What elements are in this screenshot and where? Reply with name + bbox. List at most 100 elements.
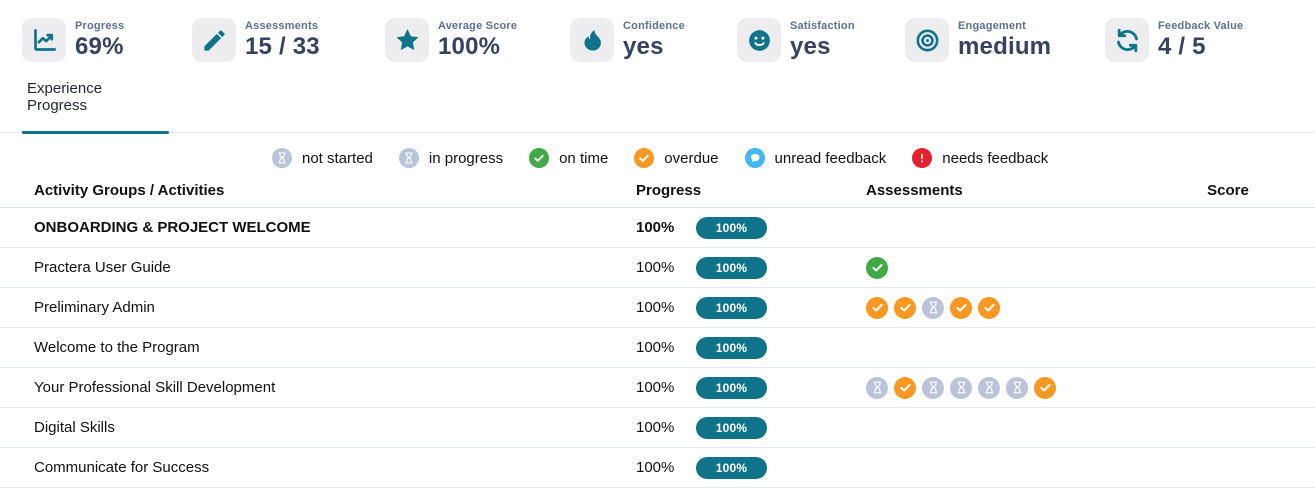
progress-badge: 100%: [696, 376, 767, 399]
stat-progress: Progress 69%: [22, 18, 192, 62]
progress-value: 100%: [636, 459, 675, 476]
activity-name: Welcome to the Program: [34, 339, 200, 356]
overdue-icon: [978, 296, 1000, 319]
stat-engagement: Engagement medium: [905, 18, 1105, 62]
tab-bar: Experience Progress: [0, 72, 1315, 134]
not-started-icon: [978, 376, 1000, 399]
stat-value: yes: [623, 32, 664, 60]
hourglass-icon: [272, 148, 292, 168]
stat-value: yes: [790, 32, 831, 60]
progress-value: 100%: [636, 339, 675, 356]
legend-label: unread feedback: [774, 149, 887, 167]
not-started-icon: [922, 376, 944, 399]
exclamation-icon: [912, 148, 933, 168]
stat-value: 100%: [438, 32, 501, 60]
check-icon: [529, 148, 550, 168]
refresh-icon: [1105, 18, 1149, 62]
stat-assessments: Assessments 15 / 33: [192, 18, 385, 62]
stat-label: Average Score: [438, 19, 518, 32]
not-started-icon: [922, 296, 944, 319]
column-header-assessments: Assessments: [866, 182, 963, 199]
progress-value: 100%: [636, 259, 675, 276]
stat-value: 15 / 33: [245, 32, 320, 60]
droplet-icon: [570, 18, 614, 62]
progress-value: 100%: [636, 419, 675, 436]
progress-table: Activity Groups / Activities Progress As…: [0, 174, 1315, 488]
hourglass-icon: [398, 148, 419, 168]
stat-label: Progress: [75, 19, 125, 32]
table-row[interactable]: Your Professional Skill Development 100%…: [0, 368, 1315, 408]
status-legend: not started in progress on time overdue …: [272, 146, 1315, 170]
star-icon: [385, 18, 429, 62]
not-started-icon: [866, 376, 888, 399]
stat-label: Engagement: [958, 19, 1027, 32]
tab-experience-progress[interactable]: Experience Progress: [22, 72, 169, 134]
progress-badge: 100%: [696, 336, 767, 359]
legend-label: not started: [302, 149, 373, 167]
stat-label: Satisfaction: [790, 19, 855, 32]
legend-label: overdue: [664, 149, 719, 167]
stat-confidence: Confidence yes: [570, 18, 737, 62]
progress-badge: 100%: [696, 456, 767, 479]
column-header-score: Score: [1207, 182, 1249, 199]
legend-label: in progress: [428, 149, 504, 167]
tab-label: Experience Progress: [27, 80, 103, 114]
pencil-icon: [192, 18, 236, 62]
activity-name: Digital Skills: [34, 419, 115, 436]
assessment-status-icons: [866, 296, 1163, 319]
stat-value: medium: [958, 32, 1052, 60]
legend-item-in-progress: in progress: [398, 148, 504, 168]
table-row[interactable]: Communicate for Success 100% 100%: [0, 448, 1315, 488]
stat-feedback-value: Feedback Value 4 / 5: [1105, 18, 1315, 62]
stat-average-score: Average Score 100%: [385, 18, 570, 62]
column-header-progress: Progress: [636, 182, 702, 199]
not-started-icon: [950, 376, 972, 399]
table-row[interactable]: Welcome to the Program 100% 100%: [0, 328, 1315, 368]
column-header-activities: Activity Groups / Activities: [34, 182, 225, 199]
stat-label: Assessments: [245, 19, 319, 32]
assessment-status-icons: [866, 256, 1163, 279]
on-time-icon: [866, 256, 888, 279]
legend-item-on-time: on time: [529, 148, 608, 168]
legend-label: needs feedback: [942, 149, 1049, 167]
table-header: Activity Groups / Activities Progress As…: [0, 174, 1315, 208]
table-row[interactable]: Digital Skills 100% 100%: [0, 408, 1315, 448]
progress-badge: 100%: [696, 256, 767, 279]
activity-name: Communicate for Success: [34, 459, 210, 476]
table-row[interactable]: Preliminary Admin 100% 100%: [0, 288, 1315, 328]
smiley-icon: [737, 18, 781, 62]
progress-value: 100%: [636, 299, 675, 316]
not-started-icon: [1006, 376, 1028, 399]
legend-item-overdue: overdue: [634, 148, 719, 168]
assessment-status-icons: [866, 376, 1163, 399]
activity-name: Practera User Guide: [34, 259, 171, 276]
progress-value: 100%: [636, 379, 675, 396]
legend-item-not-started: not started: [272, 148, 373, 168]
overdue-icon: [1034, 376, 1056, 399]
activity-name: Preliminary Admin: [34, 299, 155, 316]
stat-satisfaction: Satisfaction yes: [737, 18, 905, 62]
chart-line-icon: [22, 18, 66, 62]
legend-item-needs-feedback: needs feedback: [912, 148, 1048, 168]
activity-name: Your Professional Skill Development: [34, 379, 276, 396]
progress-badge: 100%: [696, 416, 767, 439]
table-row[interactable]: ONBOARDING & PROJECT WELCOME 100% 100%: [0, 208, 1315, 248]
progress-value: 100%: [636, 219, 675, 236]
progress-badge: 100%: [696, 296, 767, 319]
stat-label: Feedback Value: [1158, 19, 1244, 32]
overdue-icon: [950, 296, 972, 319]
activity-name: ONBOARDING & PROJECT WELCOME: [34, 219, 311, 236]
check-icon: [634, 148, 655, 168]
stat-label: Confidence: [623, 19, 685, 32]
overdue-icon: [894, 376, 916, 399]
stat-value: 4 / 5: [1158, 32, 1206, 60]
overdue-icon: [894, 296, 916, 319]
legend-item-unread-feedback: unread feedback: [744, 148, 887, 168]
stat-value: 69%: [75, 32, 124, 60]
chat-icon: [744, 148, 765, 168]
stats-row: Progress 69% Assessments 15 / 33 Average…: [0, 0, 1315, 62]
bullseye-icon: [905, 18, 949, 62]
table-row[interactable]: Practera User Guide 100% 100%: [0, 248, 1315, 288]
progress-badge: 100%: [696, 216, 767, 239]
